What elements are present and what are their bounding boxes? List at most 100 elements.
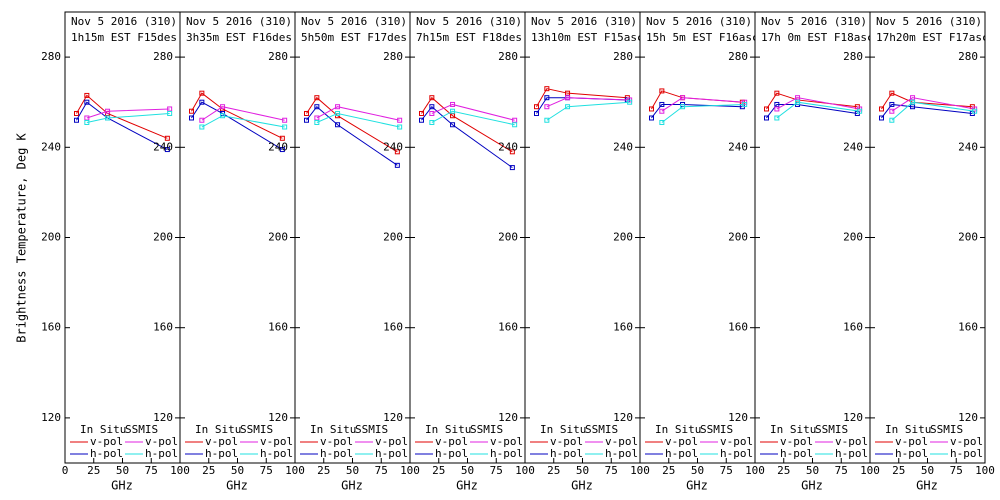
y-tick-label: 200	[613, 231, 633, 244]
data-point	[189, 108, 194, 114]
x-axis-label: GHz	[341, 479, 363, 493]
data-point	[774, 115, 780, 121]
data-point	[394, 149, 400, 155]
x-tick-label: 25	[777, 464, 790, 477]
legend-group-title: In Situ	[540, 423, 586, 436]
panel-title: Nov 5 2016 (310)	[876, 15, 982, 28]
data-point	[74, 117, 79, 123]
data-point	[282, 117, 288, 123]
legend-label: h-pol	[320, 447, 353, 460]
y-tick-label: 160	[498, 321, 518, 334]
data-point	[314, 115, 320, 121]
legend-label: h-pol	[205, 447, 238, 460]
legend-label: h-pol	[950, 447, 983, 460]
data-point	[512, 117, 518, 123]
legend-label: v-pol	[550, 435, 583, 448]
data-point	[450, 122, 456, 128]
legend-label: h-pol	[605, 447, 638, 460]
panel-title: Nov 5 2016 (310)	[761, 15, 867, 28]
panel-title: Nov 5 2016 (310)	[416, 15, 522, 28]
legend-label: v-pol	[435, 435, 468, 448]
y-tick-label: 240	[613, 140, 633, 153]
series-line	[316, 112, 400, 128]
legend-label: v-pol	[605, 435, 638, 448]
data-point	[910, 95, 916, 101]
series-line	[421, 105, 513, 169]
legend-label: v-pol	[490, 435, 523, 448]
data-point	[304, 110, 309, 116]
panel: Nov 5 2016 (310) 13h10m EST F15asc In Situ…	[530, 15, 640, 460]
y-tick-label: 240	[268, 140, 288, 153]
panel: Nov 5 2016 (310) 17h 0m EST F18asc In Situ…	[760, 15, 870, 460]
legend-label: v-pol	[720, 435, 753, 448]
panel: Nov 5 2016 (310) 5h50m EST F17des In SituS…	[300, 15, 408, 460]
series-line	[431, 110, 515, 126]
series-line	[201, 106, 285, 121]
y-tick-label: 120	[843, 411, 863, 424]
y-tick-label: 240	[383, 140, 403, 153]
x-tick-label: 50	[346, 464, 359, 477]
panel-title: Nov 5 2016 (310)	[646, 15, 752, 28]
y-tick-label: 240	[153, 140, 173, 153]
data-point	[680, 104, 686, 110]
series-line	[316, 106, 400, 121]
legend-group-title: In Situ	[310, 423, 356, 436]
data-point	[450, 108, 456, 114]
y-tick-label: 160	[958, 321, 978, 334]
x-axis-label: GHz	[801, 479, 823, 493]
series-line	[661, 103, 745, 123]
legend-label: v-pol	[260, 435, 293, 448]
legend-label: h-pol	[145, 447, 178, 460]
data-point	[199, 124, 205, 130]
series-line	[76, 101, 168, 150]
data-point	[429, 104, 435, 110]
data-point	[429, 119, 435, 125]
legend-label: h-pol	[550, 447, 583, 460]
legend-group-title: SSMIS	[700, 423, 733, 436]
data-point	[429, 110, 435, 116]
data-point	[164, 135, 170, 141]
legend-group-title: SSMIS	[585, 423, 618, 436]
data-point	[659, 108, 665, 114]
series-line	[306, 105, 398, 166]
x-tick-label: 75	[950, 464, 963, 477]
series-line	[661, 97, 745, 112]
legend-group-title: SSMIS	[355, 423, 388, 436]
y-tick-label: 240	[41, 140, 61, 153]
y-tick-label: 280	[498, 50, 518, 63]
data-point	[397, 117, 403, 123]
y-tick-label: 200	[498, 231, 518, 244]
y-tick-label: 120	[613, 411, 633, 424]
panel-subtitle: 3h35m EST F16des	[186, 31, 292, 44]
series-line	[881, 103, 973, 119]
y-tick-label: 280	[41, 50, 61, 63]
y-tick-label: 280	[728, 50, 748, 63]
legend-label: h-pol	[375, 447, 408, 460]
data-point	[627, 99, 633, 105]
x-tick-label: 100	[745, 464, 765, 477]
y-tick-label: 280	[383, 50, 403, 63]
x-tick-label: 75	[145, 464, 158, 477]
data-point	[164, 147, 170, 153]
data-point	[649, 106, 654, 112]
data-point	[544, 95, 550, 101]
data-point	[167, 106, 173, 112]
data-point	[764, 106, 769, 112]
legend-label: h-pol	[895, 447, 928, 460]
data-point	[335, 104, 341, 110]
panel: Nov 5 2016 (310) 7h15m EST F18des In SituS…	[415, 15, 523, 460]
legend-label: v-pol	[835, 435, 868, 448]
x-tick-label: 25	[547, 464, 560, 477]
series-line	[191, 101, 283, 150]
legend-label: v-pol	[90, 435, 123, 448]
y-tick-label: 160	[843, 321, 863, 334]
legend-label: h-pol	[665, 447, 698, 460]
legend-label: v-pol	[895, 435, 928, 448]
x-tick-label: 100	[170, 464, 190, 477]
panel: Nov 5 2016 (310) 1h15m EST F15des In SituS…	[70, 15, 178, 460]
data-point	[565, 90, 571, 96]
data-point	[910, 104, 916, 110]
data-point	[544, 117, 550, 123]
series-line	[201, 115, 285, 128]
data-point	[879, 106, 884, 112]
